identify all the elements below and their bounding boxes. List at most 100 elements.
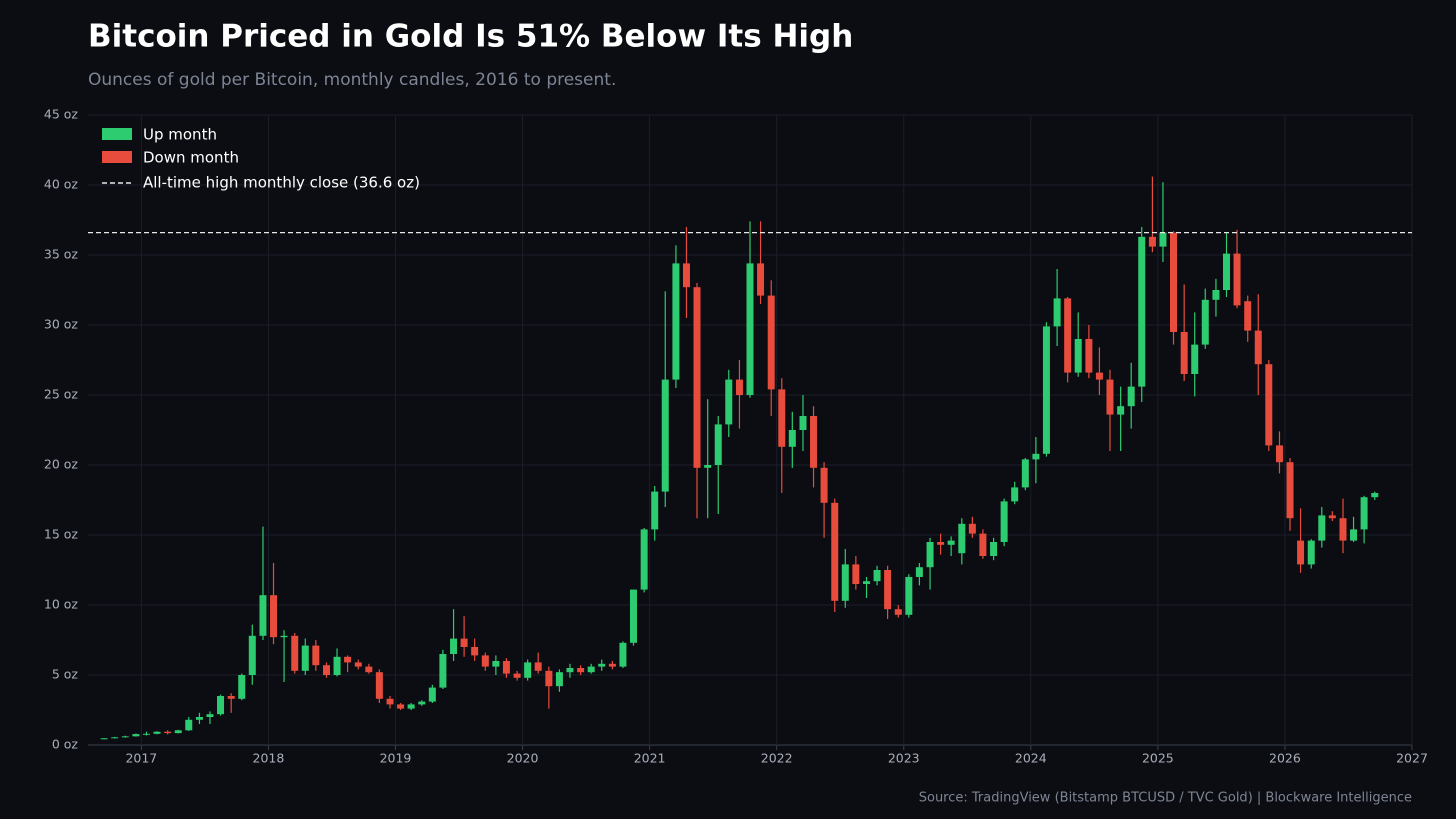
candle-body — [386, 698, 394, 705]
y-tick-label: 40 oz — [44, 177, 79, 192]
candle-body — [121, 736, 129, 738]
candle-body — [164, 731, 172, 734]
candle-body — [587, 666, 595, 673]
candle-body — [217, 696, 225, 715]
y-tick-label: 25 oz — [44, 387, 79, 402]
x-tick-label: 2017 — [125, 751, 157, 766]
candle-body — [1074, 339, 1082, 373]
x-tick-label: 2026 — [1269, 751, 1301, 766]
candle-body — [439, 654, 447, 688]
x-tick-label: 2022 — [761, 751, 793, 766]
y-tick-label: 20 oz — [44, 457, 79, 472]
source-note: Source: TradingView (Bitstamp BTCUSD / T… — [919, 791, 1412, 806]
candle-body — [333, 656, 341, 675]
candle-body — [958, 523, 966, 554]
candle-body — [502, 661, 510, 674]
candle-body — [1307, 540, 1315, 565]
legend: Up month Down month All-time high monthly … — [102, 126, 420, 192]
candle-body — [534, 662, 542, 671]
candle-body — [1180, 332, 1188, 374]
candle-body — [746, 263, 754, 395]
candle-body — [841, 564, 849, 601]
candle-body — [1371, 493, 1379, 498]
candle-body — [1360, 497, 1368, 530]
x-tick-label: 2021 — [634, 751, 666, 766]
candle-body — [757, 263, 765, 296]
x-tick-label: 2024 — [1015, 751, 1047, 766]
candle-body — [1064, 298, 1072, 373]
candle-body — [894, 609, 902, 615]
legend-label: All-time high monthly close (36.6 oz) — [143, 174, 420, 192]
legend-swatch — [102, 128, 132, 140]
candle-body — [291, 635, 299, 671]
candle-body — [301, 645, 309, 671]
y-tick-label: 5 oz — [52, 667, 79, 682]
candle-body — [788, 430, 796, 447]
candle-body — [1297, 540, 1305, 565]
candle-body — [428, 687, 436, 702]
candle-body — [566, 668, 574, 673]
candle-body — [545, 670, 553, 687]
candle-body — [1339, 518, 1347, 541]
candle-body — [524, 662, 532, 678]
candle-body — [1095, 372, 1103, 380]
candle-body — [1053, 298, 1061, 327]
candle-body — [1233, 253, 1241, 306]
y-tick-label: 10 oz — [44, 597, 79, 612]
candle-body — [280, 635, 288, 638]
candle-body — [884, 570, 892, 610]
candle-body — [767, 295, 775, 390]
candle-body — [312, 645, 320, 666]
candle-body — [1000, 501, 1008, 542]
candle-body — [1318, 515, 1326, 541]
y-tick-label: 15 oz — [44, 527, 79, 542]
candle-body — [1191, 344, 1199, 374]
candle-body — [704, 465, 712, 468]
candle-body — [1021, 459, 1029, 488]
y-tick-label: 0 oz — [52, 737, 79, 752]
candle-body — [471, 647, 479, 656]
candle-body — [863, 581, 871, 584]
candle-body — [354, 662, 362, 667]
candle-body — [132, 734, 140, 737]
y-tick-label: 30 oz — [44, 317, 79, 332]
chart-subtitle: Ounces of gold per Bitcoin, monthly cand… — [88, 70, 616, 90]
candle-body — [831, 502, 839, 601]
x-tick-label: 2019 — [380, 751, 412, 766]
candle-body — [375, 672, 383, 699]
candle-body — [492, 661, 500, 667]
candle-body — [937, 542, 945, 545]
candle-body — [1117, 406, 1125, 415]
candle-body — [990, 542, 998, 556]
y-tick-label: 35 oz — [44, 247, 79, 262]
candle-body — [1275, 445, 1283, 463]
candle-body — [153, 731, 161, 734]
candle-body — [1265, 364, 1273, 446]
candle-body — [905, 577, 913, 615]
candle-body — [227, 696, 235, 699]
candle-body — [1106, 379, 1114, 415]
candle-body — [259, 595, 267, 636]
candle-body — [450, 638, 458, 654]
candle-body — [598, 663, 606, 667]
candle-body — [344, 656, 352, 663]
candle-body — [661, 379, 669, 492]
candle-body — [672, 263, 680, 380]
candle-body — [1032, 453, 1040, 460]
plot-area — [88, 176, 1412, 740]
candle-body — [1127, 386, 1135, 407]
candle-body — [651, 491, 659, 530]
x-tick-label: 2018 — [253, 751, 285, 766]
candle-body — [1011, 487, 1019, 502]
candle-body — [195, 717, 203, 720]
candle-body — [577, 668, 585, 673]
candle-body — [206, 714, 214, 717]
candle-body — [926, 542, 934, 568]
candle-body — [1170, 232, 1178, 332]
candle-body — [111, 737, 119, 739]
candle-body — [1244, 301, 1252, 331]
chart-title: Bitcoin Priced in Gold Is 51% Below Its … — [88, 19, 853, 55]
legend-swatch — [102, 151, 132, 163]
